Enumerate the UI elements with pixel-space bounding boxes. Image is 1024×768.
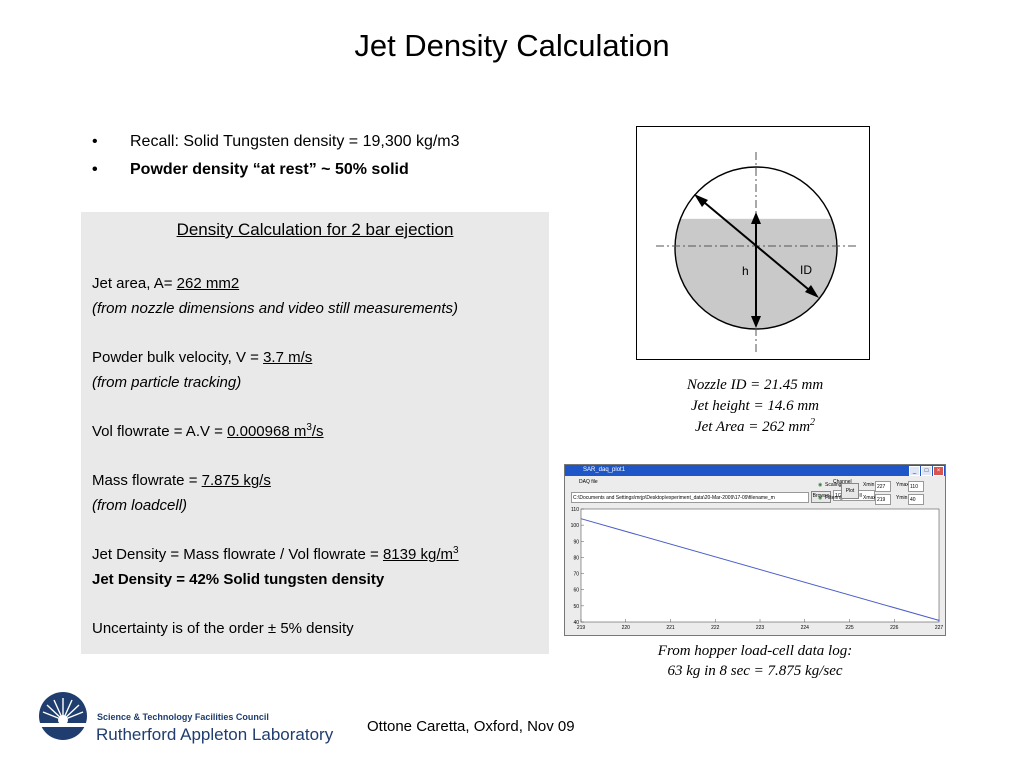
jet-area-label: Jet area, A= xyxy=(92,275,177,292)
xmax-label: Xmax xyxy=(863,495,876,501)
daq-path-field[interactable]: C:\Documents and Settings\mrjp\Desktop\e… xyxy=(571,492,809,503)
plot-caption: From hopper load-cell data log: 63 kg in… xyxy=(600,641,910,681)
logo-council-text: Science & Technology Facilities Council xyxy=(97,712,269,722)
vol-flowrate-line: Vol flowrate = A.V = 0.000968 m3/s xyxy=(92,422,324,441)
velocity-value: 3.7 m/s xyxy=(263,349,313,366)
jet-density-line: Jet Density = Mass flowrate / Vol flowra… xyxy=(92,545,459,564)
y-tick-label: 40 xyxy=(573,620,579,626)
id-label: ID xyxy=(800,263,812,277)
id-arrow-head-start xyxy=(694,194,708,207)
filtering-radio[interactable]: ◉ xyxy=(818,495,823,501)
y-tick-label: 70 xyxy=(573,572,579,578)
x-tick-label: 222 xyxy=(711,625,720,631)
mass-flowrate-value: 7.875 kg/s xyxy=(201,472,271,489)
plot-caption-line2: 63 kg in 8 sec = 7.875 kg/sec xyxy=(667,663,843,679)
y-tick-label: 60 xyxy=(573,588,579,594)
jet-area-note: (from nozzle dimensions and video still … xyxy=(92,300,458,317)
footer-text: Ottone Caretta, Oxford, Nov 09 xyxy=(367,718,575,735)
scaling-label: Scaling xyxy=(825,482,842,488)
x-tick-label: 224 xyxy=(801,625,810,631)
plot-caption-line1: From hopper load-cell data log: xyxy=(657,643,853,659)
stfc-logo-icon xyxy=(39,692,87,740)
mass-flowrate-note: (from loadcell) xyxy=(92,497,188,514)
xmin-label: Xmin xyxy=(863,482,875,488)
y-tick-label: 80 xyxy=(573,555,579,561)
jet-area-line: Jet area, A= 262 mm2 xyxy=(92,275,239,292)
daq-plot: 40 50 60 70 80 90 100 110 219 220 221 222 223 224 225 2… xyxy=(571,507,944,631)
jet-density-value: 8139 kg/m3 xyxy=(382,545,459,564)
filtering-label: Filtering xyxy=(825,495,843,501)
h-arrow-head-top xyxy=(751,212,761,224)
ymin-label: Ymin xyxy=(896,495,908,501)
velocity-label: Powder bulk velocity, V = xyxy=(92,349,264,366)
vol-flowrate-label: Vol flowrate = A.V = xyxy=(92,423,228,440)
y-tick-label: 110 xyxy=(571,507,579,513)
daq-file-label: DAQ file xyxy=(579,479,598,485)
calculation-box: Density Calculation for 2 bar ejection J… xyxy=(81,212,549,654)
minimize-icon[interactable]: _ xyxy=(909,466,920,476)
daq-window-screenshot: SAR_daq_plot1 _ □ × DAQ file C:\Document… xyxy=(564,464,946,636)
h-arrow-head-bottom xyxy=(751,316,761,328)
bullet-marker: • xyxy=(92,133,98,150)
logo-lab-text: Rutherford Appleton Laboratory xyxy=(96,725,334,744)
ymax-input[interactable]: 110 xyxy=(908,481,924,492)
series-line-load-cell xyxy=(580,518,940,621)
nozzle-caption-line3: Jet Area = 262 mm2 xyxy=(694,417,816,436)
x-tick-label: 226 xyxy=(890,625,899,631)
x-tick-label: 225 xyxy=(845,625,854,631)
x-tick-label: 220 xyxy=(622,625,631,631)
y-tick-label: 50 xyxy=(573,604,579,610)
daq-title-bar xyxy=(565,465,945,476)
calculation-box-title: Density Calculation for 2 bar ejection xyxy=(176,220,454,239)
plot-button[interactable]: Plot xyxy=(841,483,859,499)
x-tick-label: 221 xyxy=(666,625,675,631)
bullet-marker: • xyxy=(92,161,98,178)
y-tick-label: 100 xyxy=(571,523,580,529)
browse-button[interactable]: Browse xyxy=(811,491,831,503)
mass-flowrate-label: Mass flowrate = xyxy=(92,472,202,489)
mass-flowrate-line: Mass flowrate = 7.875 kg/s xyxy=(92,472,271,489)
h-label: h xyxy=(742,264,749,278)
nozzle-cross-section-diagram: h ID xyxy=(636,126,870,360)
velocity-line: Powder bulk velocity, V = 3.7 m/s xyxy=(92,349,312,366)
nozzle-caption: Nozzle ID = 21.45 mm Jet height = 14.6 m… xyxy=(610,375,900,438)
bullet-item: • Powder density “at rest” ~ 50% solid xyxy=(92,156,460,184)
y-tick-label: 90 xyxy=(573,539,579,545)
id-arrow-head-end xyxy=(805,285,819,298)
jet-area-value: 262 mm2 xyxy=(176,275,240,292)
scaling-radio[interactable]: ◉ xyxy=(818,482,823,488)
velocity-note: (from particle tracking) xyxy=(92,374,242,391)
channel-label: Channel xyxy=(833,479,852,485)
ymin-input[interactable]: 40 xyxy=(908,494,924,505)
jet-density-label: Jet Density = Mass flowrate / Vol flowra… xyxy=(92,546,383,563)
x-tick-label: 223 xyxy=(756,625,765,631)
x-tick-label: 227 xyxy=(935,625,944,631)
jet-density-result: Jet Density = 42% Solid tungsten density xyxy=(92,571,385,588)
daq-window-title: SAR_daq_plot1 xyxy=(583,467,626,473)
bullet-list: • Recall: Solid Tungsten density = 19,30… xyxy=(92,128,460,184)
x-tick-label: 219 xyxy=(577,625,586,631)
xmin-input[interactable]: 227 xyxy=(875,481,891,492)
bullet-text: Powder density “at rest” ~ 50% solid xyxy=(130,161,409,178)
uncertainty-line: Uncertainty is of the order ± 5% density xyxy=(92,620,354,637)
ymax-label: Ymax xyxy=(896,482,909,488)
bullet-text: Recall: Solid Tungsten density = 19,300 … xyxy=(130,133,460,150)
close-icon[interactable]: × xyxy=(933,466,944,476)
maximize-icon[interactable]: □ xyxy=(921,466,932,476)
xmax-input[interactable]: 219 xyxy=(875,494,891,505)
slide-title: Jet Density Calculation xyxy=(354,28,670,63)
nozzle-caption-line1: Nozzle ID = 21.45 mm xyxy=(686,377,824,393)
nozzle-caption-line2: Jet height = 14.6 mm xyxy=(690,398,819,414)
vol-flowrate-value: 0.000968 m3/s xyxy=(227,422,324,441)
bullet-item: • Recall: Solid Tungsten density = 19,30… xyxy=(92,128,460,156)
